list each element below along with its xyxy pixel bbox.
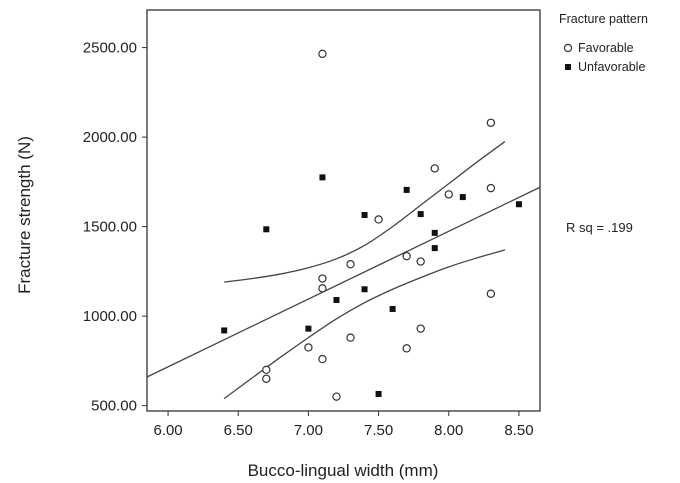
regression-fit-line [146, 186, 541, 378]
data-point-favorable [402, 251, 411, 261]
y-tick-label: 500.00 [91, 398, 137, 415]
data-point-favorable [346, 260, 355, 269]
x-axis-ticks [167, 411, 520, 416]
data-point-favorable [318, 49, 327, 59]
legend-label-favorable: Favorable [578, 41, 634, 55]
data-point-favorable [262, 374, 271, 383]
data-point-favorable [486, 118, 496, 127]
data-point-favorable [262, 365, 271, 375]
data-point-favorable [318, 284, 327, 293]
y-axis-tick-labels: 500.00 1000.00 1500.00 2000.00 2500.00 [83, 40, 137, 415]
data-point-unfavorable [333, 297, 340, 304]
x-tick-label: 6.50 [224, 422, 253, 439]
legend-marker-favorable [563, 43, 573, 53]
data-point-favorable [444, 190, 453, 199]
data-point-favorable [318, 354, 327, 364]
x-tick-label: 8.00 [434, 422, 463, 439]
legend: Fracture pattern Favorable Unfavorable [559, 12, 648, 74]
data-point-unfavorable [221, 327, 228, 334]
x-tick-label: 6.00 [153, 422, 182, 439]
legend-label-unfavorable: Unfavorable [578, 60, 645, 74]
data-point-unfavorable [417, 211, 424, 218]
data-point-favorable [332, 392, 341, 401]
data-point-unfavorable [403, 186, 410, 193]
r-squared-annotation: R sq = .199 [566, 220, 633, 235]
y-tick-label: 1000.00 [83, 308, 137, 325]
fit-line [146, 186, 541, 378]
data-point-unfavorable [263, 226, 270, 233]
data-point-favorable [374, 215, 383, 224]
legend-marker-unfavorable [565, 64, 571, 70]
data-point-unfavorable [431, 245, 438, 252]
data-point-unfavorable [361, 211, 368, 218]
x-axis-tick-labels: 6.00 6.50 7.00 7.50 8.00 8.50 [153, 422, 533, 439]
y-tick-label: 1500.00 [83, 219, 137, 236]
data-point-unfavorable [305, 325, 312, 332]
data-point-favorable [430, 164, 439, 173]
data-point-unfavorable [389, 305, 396, 312]
data-point-favorable [486, 183, 496, 193]
data-point-favorable [416, 324, 425, 333]
confidence-band-lower [223, 249, 506, 399]
y-axis-ticks [142, 47, 147, 407]
data-point-unfavorable [515, 201, 522, 208]
data-point-unfavorable [375, 390, 382, 397]
data-point-unfavorable [431, 229, 438, 236]
confidence-band [223, 141, 506, 399]
data-point-favorable [402, 344, 411, 353]
data-point-favorable [304, 343, 313, 352]
data-point-unfavorable [319, 174, 326, 181]
y-axis-label: Fracture strength (N) [15, 136, 34, 294]
x-tick-label: 7.00 [294, 422, 323, 439]
legend-title: Fracture pattern [559, 12, 648, 26]
confidence-band-upper [224, 141, 506, 283]
data-point-favorable [486, 289, 496, 298]
plot-area [146, 9, 541, 412]
y-tick-label: 2000.00 [83, 129, 137, 146]
data-point-unfavorable [361, 286, 368, 293]
x-tick-label: 7.50 [364, 422, 393, 439]
data-points [221, 49, 522, 401]
data-point-unfavorable [459, 194, 466, 201]
data-point-favorable [318, 274, 327, 283]
data-point-favorable [416, 257, 425, 266]
data-point-favorable [346, 333, 355, 342]
y-tick-label: 2500.00 [83, 40, 137, 57]
x-tick-label: 8.50 [504, 422, 533, 439]
x-axis-label: Bucco-lingual width (mm) [248, 461, 439, 480]
